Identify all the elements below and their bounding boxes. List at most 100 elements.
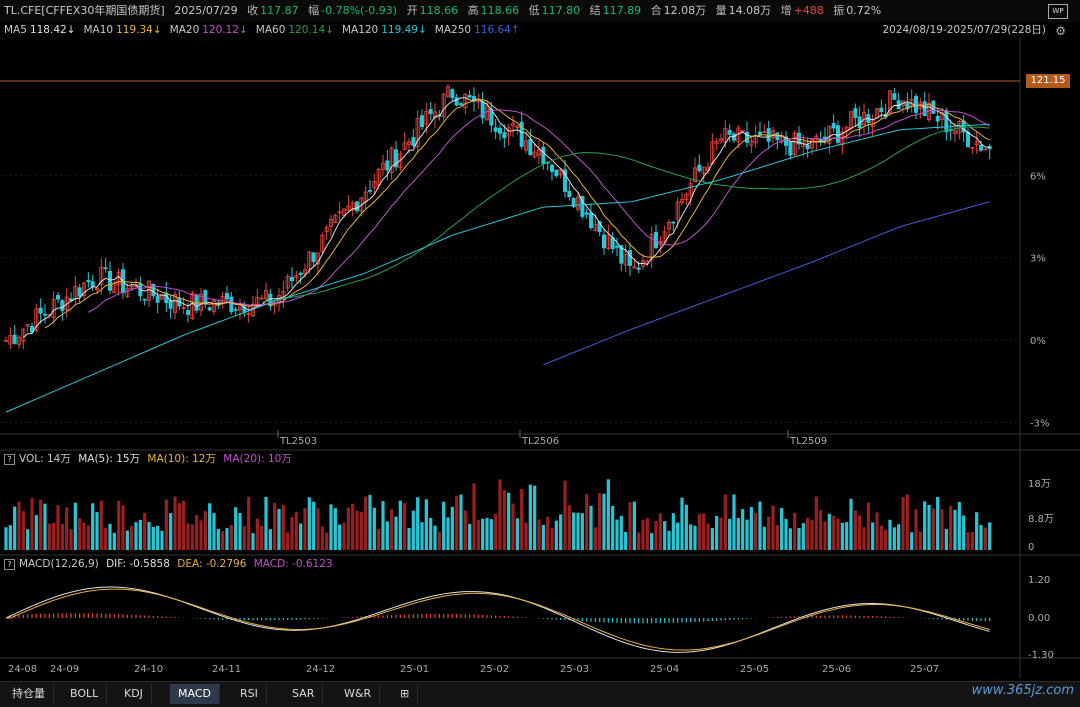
volume-bar	[771, 505, 775, 550]
volume-bar	[151, 527, 155, 550]
volume-bar	[520, 488, 524, 550]
candle-body	[95, 287, 100, 291]
candle-body	[675, 201, 680, 220]
price-tick-label: 0%	[1030, 336, 1046, 347]
candle-body	[580, 195, 585, 217]
macd-title: MACD(12,26,9)	[19, 558, 99, 570]
gear-icon[interactable]: ⚙	[1055, 24, 1066, 38]
volume-bar	[897, 524, 901, 550]
candle-body	[411, 137, 416, 146]
volume-bar	[810, 520, 814, 550]
candle-body	[51, 298, 56, 319]
kline-chart[interactable]: 6% 3% 0% -3% TL2503 TL2506 TL2509 18万 8.8万 0 1.20 0…	[0, 38, 1080, 681]
volume-bar	[69, 528, 73, 550]
volume-bar	[143, 512, 147, 550]
candle-body	[168, 300, 173, 309]
x-axis-label: 25-07	[910, 664, 939, 675]
volume-bar	[411, 510, 415, 550]
candle-body	[185, 310, 190, 315]
tab-1[interactable]: BOLL	[62, 684, 108, 704]
candle-body	[762, 131, 767, 134]
add-tab-icon[interactable]: ⊞	[392, 684, 419, 704]
candle-body	[983, 148, 988, 151]
candle-body	[532, 151, 537, 158]
volume-bar	[476, 520, 480, 550]
volume-bar	[515, 518, 519, 550]
candle-body	[597, 221, 602, 233]
tab-4[interactable]: RSI	[232, 684, 267, 704]
volume-bar	[563, 480, 567, 550]
candle-body	[458, 103, 463, 106]
candle-body	[719, 138, 724, 142]
volume-bar	[862, 527, 866, 550]
candle-body	[974, 141, 979, 146]
macd-value: MACD: -0.6123	[253, 558, 333, 570]
candle-body	[892, 93, 897, 100]
volume-bar	[814, 496, 818, 550]
volume-bar	[78, 518, 82, 550]
volume-bar	[329, 504, 333, 550]
candle-body	[181, 307, 186, 309]
volume-bar	[741, 509, 745, 550]
wp-button[interactable]: WP	[1048, 4, 1068, 19]
volume-bar	[333, 508, 337, 550]
volume-bar	[52, 522, 56, 550]
volume-legend: ? VOL: 14万 MA(5): 15万 MA(10): 12万 MA(20):…	[0, 451, 296, 467]
candle-body	[190, 292, 195, 319]
help-icon[interactable]: ?	[4, 558, 15, 570]
volume-bar	[845, 522, 849, 550]
volume-bar	[30, 498, 34, 550]
candle-body	[142, 298, 147, 301]
volume-bar	[901, 497, 905, 550]
volume-bar	[320, 526, 324, 550]
vol-ma5: MA(5): 15万	[78, 453, 141, 465]
volume-bar	[112, 532, 116, 550]
candle-body	[493, 127, 498, 132]
close-label: 收	[247, 4, 259, 17]
candle-body	[328, 219, 333, 227]
candle-body	[714, 140, 719, 144]
volume-bar	[104, 527, 108, 550]
volume-bar	[988, 522, 992, 550]
tab-6[interactable]: W&R	[336, 684, 381, 704]
candle-body	[554, 169, 559, 177]
ma-legend: MA5 118.42↓ MA10 119.34↓ MA20 120.12↓ MA60 120.…	[0, 22, 1080, 39]
help-icon[interactable]: ?	[4, 453, 15, 465]
ma-legend-name: MA10	[83, 24, 114, 36]
volume-bar	[173, 496, 177, 550]
candle-body	[502, 132, 507, 139]
candle-body	[372, 181, 377, 188]
settle-label: 结	[589, 4, 601, 17]
volume-bar	[905, 494, 909, 550]
tab-3[interactable]: MACD	[170, 684, 220, 704]
volume-bar	[680, 497, 684, 550]
volume-bar	[190, 524, 194, 550]
volume-bar	[377, 528, 381, 550]
tab-0[interactable]: 持仓量	[4, 684, 54, 704]
candle-body	[602, 234, 607, 249]
tab-2[interactable]: KDJ	[116, 684, 152, 704]
amp-value: 0.72%	[846, 4, 882, 17]
volume-bar	[524, 522, 528, 550]
indicator-tabs: 持仓量 BOLL KDJ MACD RSI SAR W&R ⊞	[0, 681, 1080, 707]
x-axis-label: 24-09	[50, 664, 79, 675]
ma-legend-value: 118.42↓	[29, 24, 76, 36]
candle-body	[454, 97, 459, 106]
volume-bar	[918, 531, 922, 550]
candle-body	[667, 221, 672, 230]
volume-bar	[736, 517, 740, 550]
volume-bar	[242, 526, 246, 550]
candle-body	[571, 198, 576, 208]
volume-bar	[884, 529, 888, 550]
candle-body	[108, 270, 113, 291]
volume-bar	[273, 502, 277, 550]
volume-bar	[949, 506, 953, 550]
candle-body	[901, 100, 906, 107]
candle-body	[441, 93, 446, 118]
volume-bar	[931, 508, 935, 550]
volume-bar	[368, 494, 372, 550]
tab-5[interactable]: SAR	[284, 684, 324, 704]
volume-bar	[936, 497, 940, 550]
candle-body	[428, 109, 433, 115]
volume-bar	[806, 517, 810, 550]
